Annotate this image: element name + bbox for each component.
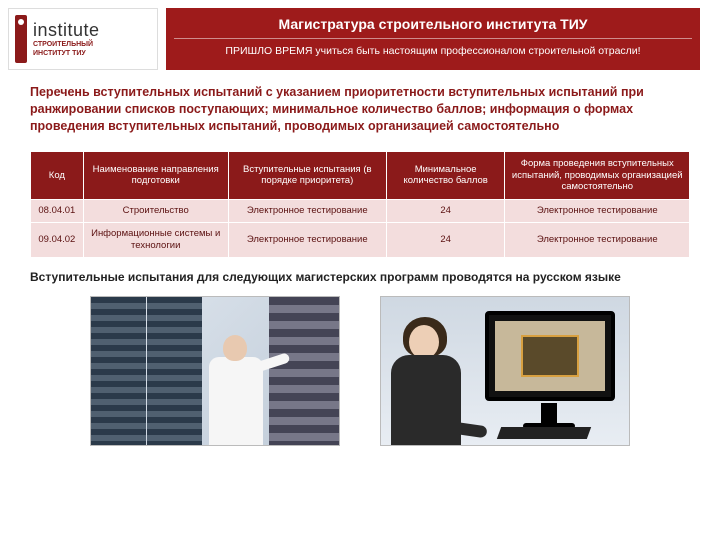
- cell: Строительство: [83, 200, 228, 223]
- table-header-row: Код Наименование направления подготовки …: [31, 151, 690, 200]
- banner-title: Магистратура строительного института ТИУ: [166, 8, 700, 38]
- logo-mark: [15, 15, 27, 63]
- cell: Электронное тестирование: [228, 200, 386, 223]
- table-row: 08.04.01 Строительство Электронное тести…: [31, 200, 690, 223]
- col-form: Форма проведения вступительных испытаний…: [505, 151, 690, 200]
- cell: 24: [386, 223, 505, 258]
- cell: Электронное тестирование: [505, 223, 690, 258]
- cell: Электронное тестирование: [228, 223, 386, 258]
- cell: 24: [386, 200, 505, 223]
- cell: 09.04.02: [31, 223, 84, 258]
- photo-workstation: [380, 296, 630, 446]
- cell: Электронное тестирование: [505, 200, 690, 223]
- cell: 08.04.01: [31, 200, 84, 223]
- institute-logo: institute СТРОИТЕЛЬНЫЙ ИНСТИТУТ ТИУ: [8, 8, 158, 70]
- intro-text: Перечень вступительных испытаний с указа…: [0, 70, 720, 145]
- photo-server-room: [90, 296, 340, 446]
- logo-big: institute: [33, 21, 100, 39]
- cell: Информационные системы и технологии: [83, 223, 228, 258]
- banner-subtitle: ПРИШЛО ВРЕМЯ учиться быть настоящим проф…: [166, 39, 700, 63]
- col-code: Код: [31, 151, 84, 200]
- header: institute СТРОИТЕЛЬНЫЙ ИНСТИТУТ ТИУ Маги…: [0, 0, 720, 70]
- col-exam: Вступительные испытания (в порядке приор…: [228, 151, 386, 200]
- logo-text: institute СТРОИТЕЛЬНЫЙ ИНСТИТУТ ТИУ: [33, 21, 100, 57]
- note-text: Вступительные испытания для следующих ма…: [0, 266, 720, 292]
- photo-row: [0, 292, 720, 450]
- col-min: Минимальное количество баллов: [386, 151, 505, 200]
- logo-line1: СТРОИТЕЛЬНЫЙ: [33, 41, 100, 48]
- table-row: 09.04.02 Информационные системы и технол…: [31, 223, 690, 258]
- banner: Магистратура строительного института ТИУ…: [166, 8, 700, 70]
- col-program: Наименование направления подготовки: [83, 151, 228, 200]
- logo-line2: ИНСТИТУТ ТИУ: [33, 50, 100, 57]
- exam-table: Код Наименование направления подготовки …: [30, 151, 690, 258]
